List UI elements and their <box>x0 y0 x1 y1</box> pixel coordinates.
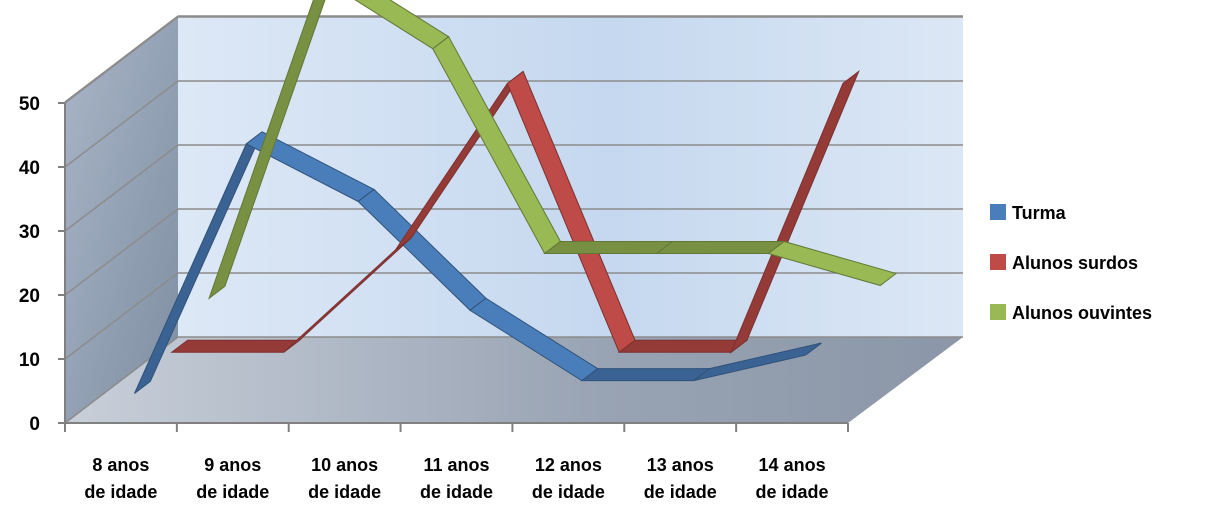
series-segment <box>617 339 749 353</box>
x-tick-label: 10 anos <box>311 455 378 475</box>
x-tick-label: 12 anos <box>535 455 602 475</box>
series-segment <box>580 368 712 382</box>
x-tick-label: de idade <box>84 482 157 502</box>
y-tick-label: 20 <box>19 286 40 307</box>
x-tick-label: de idade <box>196 482 269 502</box>
x-tick-label: 9 anos <box>204 455 261 475</box>
y-axis: 0 10 20 30 40 50 <box>19 94 66 435</box>
series-turma <box>134 131 822 394</box>
gridline-side <box>64 144 179 232</box>
chart-floor <box>65 337 963 423</box>
series-segment <box>543 240 674 255</box>
legend-swatch <box>990 254 1006 270</box>
x-tick-label: de idade <box>756 482 829 502</box>
y-tick-label: 30 <box>19 222 40 243</box>
series-segment <box>767 240 898 287</box>
x-tick-label: de idade <box>308 482 381 502</box>
series-segment <box>729 69 860 354</box>
chart-back-wall <box>178 16 963 337</box>
gridline-top-side <box>64 15 179 103</box>
legend-swatch <box>990 304 1006 320</box>
legend-label: Alunos surdos <box>1012 253 1138 273</box>
gridline-side <box>64 80 179 168</box>
legend: Turma Alunos surdos Alunos ouvintes <box>990 203 1152 323</box>
x-tick-label: 13 anos <box>647 455 714 475</box>
legend-label: Alunos ouvintes <box>1012 303 1152 323</box>
chart-side-wall <box>65 16 178 423</box>
x-tick-label: 8 anos <box>92 455 149 475</box>
gridline-side <box>64 208 179 296</box>
series-segment <box>693 342 822 382</box>
gridline-side <box>64 272 179 360</box>
gridline-side <box>64 16 179 104</box>
series-alunos-ouvintes <box>208 0 898 300</box>
x-tick-label: de idade <box>420 482 493 502</box>
x-tick-label: de idade <box>644 482 717 502</box>
series-segment <box>208 0 326 300</box>
x-tick-label: 11 anos <box>423 455 489 475</box>
y-tick-label: 10 <box>19 350 40 371</box>
y-tick-label: 0 <box>29 414 40 435</box>
x-tick-label: 14 anos <box>759 455 826 475</box>
series-ribbons <box>134 0 898 394</box>
legend-swatch <box>990 204 1006 220</box>
y-tick-label: 50 <box>19 94 40 115</box>
series-segment <box>655 240 786 255</box>
x-tick-label: de idade <box>532 482 605 502</box>
series-segment <box>170 339 301 353</box>
x-axis: 8 anos de idade 9 anos de idade 10 anos de id… <box>64 422 849 502</box>
y-tick-label: 40 <box>19 158 40 179</box>
grid-lines <box>64 15 963 424</box>
legend-label: Turma <box>1012 203 1067 223</box>
